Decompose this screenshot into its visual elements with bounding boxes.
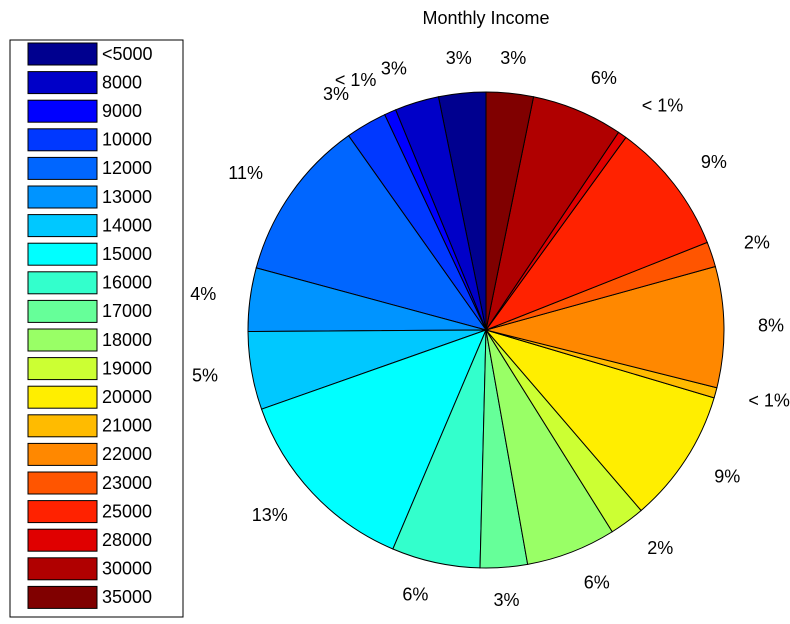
chart-title: Monthly Income — [422, 8, 549, 28]
legend-label: 20000 — [102, 387, 152, 407]
legend-label: 28000 — [102, 530, 152, 550]
legend-swatch — [27, 214, 98, 238]
legend-label: 13000 — [102, 187, 152, 207]
pie-slice — [484, 136, 708, 332]
data-label: 2% — [744, 232, 770, 252]
data-label: 9% — [701, 152, 727, 172]
legend-label: 35000 — [102, 587, 152, 607]
data-label: 2% — [647, 538, 673, 558]
data-label: < 1% — [335, 70, 377, 90]
legend-swatch — [27, 128, 98, 152]
legend-swatch — [27, 271, 98, 295]
legend-label: 23000 — [102, 473, 152, 493]
data-label: 5% — [192, 366, 218, 386]
data-label: 3% — [381, 59, 407, 79]
legend-label: 12000 — [102, 158, 152, 178]
legend-swatch — [27, 557, 98, 581]
data-label: 9% — [714, 467, 740, 487]
pie-slice — [484, 329, 715, 512]
legend-swatch — [27, 414, 98, 438]
legend-swatch — [27, 71, 98, 95]
legend-label: 18000 — [102, 330, 152, 350]
legend-swatch — [27, 385, 98, 409]
legend-swatch — [27, 242, 98, 266]
legend-label: 14000 — [102, 215, 152, 235]
pie-slice — [260, 329, 487, 550]
legend-label: 16000 — [102, 273, 152, 293]
legend-label: 25000 — [102, 501, 152, 521]
legend-label: 9000 — [102, 101, 142, 121]
legend-swatch — [27, 442, 98, 466]
data-label: 8% — [758, 315, 784, 335]
data-label: < 1% — [748, 391, 790, 411]
legend-swatch — [27, 528, 98, 552]
legend-swatch — [27, 471, 98, 495]
legend-swatch — [27, 585, 98, 609]
legend-swatch — [27, 328, 98, 352]
pie-slice — [484, 265, 725, 389]
legend-label: 8000 — [102, 72, 142, 92]
data-label: 6% — [402, 585, 428, 605]
legend-swatch — [27, 185, 98, 209]
data-label: 11% — [228, 163, 263, 183]
data-label: 6% — [584, 573, 610, 593]
legend-label: 15000 — [102, 244, 152, 264]
legend-label: 19000 — [102, 358, 152, 378]
legend-swatch — [27, 500, 98, 524]
data-label: 3% — [500, 48, 526, 68]
legend-label: 10000 — [102, 130, 152, 150]
data-label: 4% — [190, 284, 216, 304]
legend-swatch — [27, 357, 98, 381]
pie-slice — [255, 135, 488, 331]
legend-label: 22000 — [102, 444, 152, 464]
data-label: 3% — [323, 84, 349, 104]
legend-label: <5000 — [102, 44, 153, 64]
data-label: 6% — [591, 68, 617, 88]
legend-swatch — [27, 99, 98, 123]
legend-label: 17000 — [102, 301, 152, 321]
pie-slice — [485, 91, 535, 331]
data-label: 3% — [446, 48, 472, 68]
data-label: 13% — [252, 505, 288, 525]
legend-swatch — [27, 299, 98, 323]
legend-swatch — [27, 42, 98, 66]
legend-label: 30000 — [102, 559, 152, 579]
legend-swatch — [27, 156, 98, 180]
data-label: 3% — [493, 590, 519, 610]
data-label: < 1% — [642, 96, 684, 116]
legend-label: 21000 — [102, 416, 152, 436]
